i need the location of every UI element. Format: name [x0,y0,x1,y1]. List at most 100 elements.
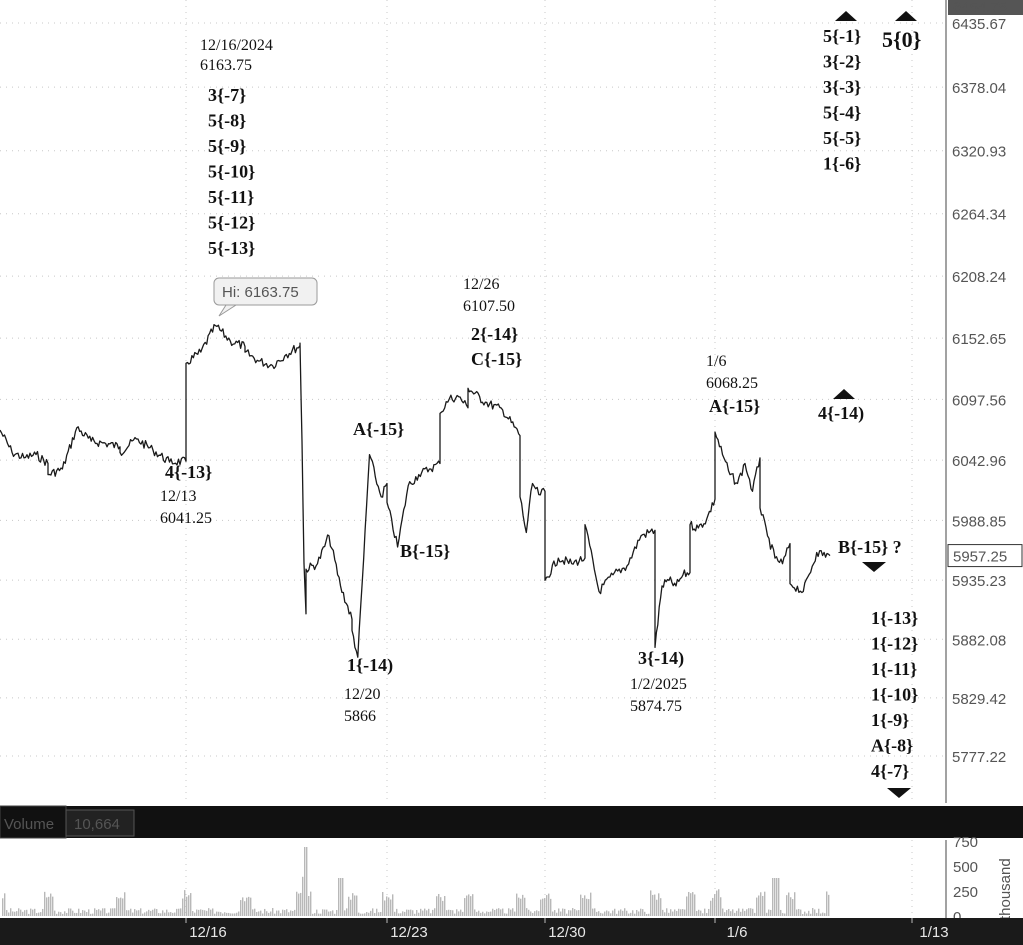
volume-bar [584,895,586,916]
hi-callout-pointer [218,304,238,317]
volume-bar [610,913,612,916]
volume-bar [462,911,464,916]
volume-bar [556,912,558,916]
volume-bar [102,908,104,916]
volume-bar [140,908,142,916]
volume-bar [432,909,434,916]
volume-bar [82,910,84,916]
volume-bar [602,913,604,916]
volume-bar [554,910,556,916]
volume-bar [496,908,498,916]
volume-bar [212,908,214,916]
volume-bar [32,909,34,916]
volume-bar [404,911,406,916]
volume-bar [118,898,120,916]
price-line [0,323,831,658]
volume-bar [508,908,510,916]
annotation-label: 5{-8} [208,111,246,131]
volume-bar [408,909,410,916]
annotation-label: 5{-12} [208,213,255,233]
volume-bar [460,909,462,916]
volume-bar [454,913,456,916]
y-tick-label: 5988.85 [952,513,1006,530]
x-tick-label: 12/23 [390,924,428,941]
volume-bar [486,911,488,916]
volume-bar [680,909,682,916]
y-axis: 6435.67 6378.04 6320.93 6264.34 6208.24 6152.… [947,0,1023,766]
volume-bar [162,910,164,916]
volume-panel: Volume 10,664 750 500 250 0 x thousand [0,805,1023,932]
volume-bar [260,910,262,916]
volume-bar [200,909,202,916]
y-tick-label: 6435.67 [952,16,1006,33]
volume-bar [318,913,320,916]
volume-bar [216,911,218,916]
y-tick-label: 5777.22 [952,749,1006,766]
volume-bar [324,909,326,916]
volume-bar [362,913,364,916]
volume-bar [412,910,414,916]
volume-bar [310,891,312,916]
volume-bar [50,893,52,916]
volume-bar [666,908,668,916]
volume-bar [576,910,578,916]
volume-bar [428,908,430,916]
volume-bar [678,908,680,916]
volume-bar [36,913,38,916]
volume-bar [474,909,476,916]
volume-bar [306,847,308,916]
volume-bar [104,908,106,916]
volume-bar [512,908,514,916]
volume-bar [346,908,348,916]
annotation-label: 4{-13} [165,462,212,482]
volume-bar [790,897,792,916]
volume-bar [340,878,342,916]
volume-bar [686,896,688,916]
y-tick-label: 6042.96 [952,453,1006,470]
volume-bar [338,878,340,916]
volume-bar [170,912,172,916]
y-tick-label: 6320.93 [952,144,1006,161]
x-tick-label: 12/30 [548,924,586,941]
volume-bar [502,908,504,916]
volume-bar [262,913,264,916]
volume-bar [566,913,568,916]
volume-value: 10,664 [74,816,120,833]
volume-bar [176,908,178,916]
volume-bar [268,912,270,916]
volume-bar [526,908,528,916]
volume-bar [30,908,32,916]
volume-bar [742,908,744,916]
volume-bar [220,912,222,916]
volume-bar [632,910,634,916]
volume-bar [178,908,180,916]
volume-bar [10,908,12,916]
volume-bar [300,892,302,916]
volume-bar [654,894,656,916]
volume-bar [438,893,440,916]
volume-bar [388,897,390,916]
volume-bar [792,899,794,916]
annotation-label: C{-15} [471,349,522,369]
annotation-label: 4{-7} [871,761,909,781]
volume-bar [570,910,572,916]
volume-bar [60,912,62,916]
volume-bar [360,913,362,916]
volume-bar [96,909,98,916]
annotation-label: 3{-7} [208,85,246,105]
volume-bar [124,892,126,916]
volume-bar [596,911,598,916]
volume-bar [372,908,374,916]
volume-bar [334,913,336,916]
volume-bar [230,913,232,916]
volume-bar [518,897,520,916]
volume-bar [406,909,408,916]
volume-bar [736,910,738,916]
volume-bar [440,897,442,916]
volume-bar [336,910,338,916]
volume-bar [458,911,460,916]
volume-bar [484,913,486,916]
volume-bar [244,901,246,916]
volume-bar [402,911,404,916]
